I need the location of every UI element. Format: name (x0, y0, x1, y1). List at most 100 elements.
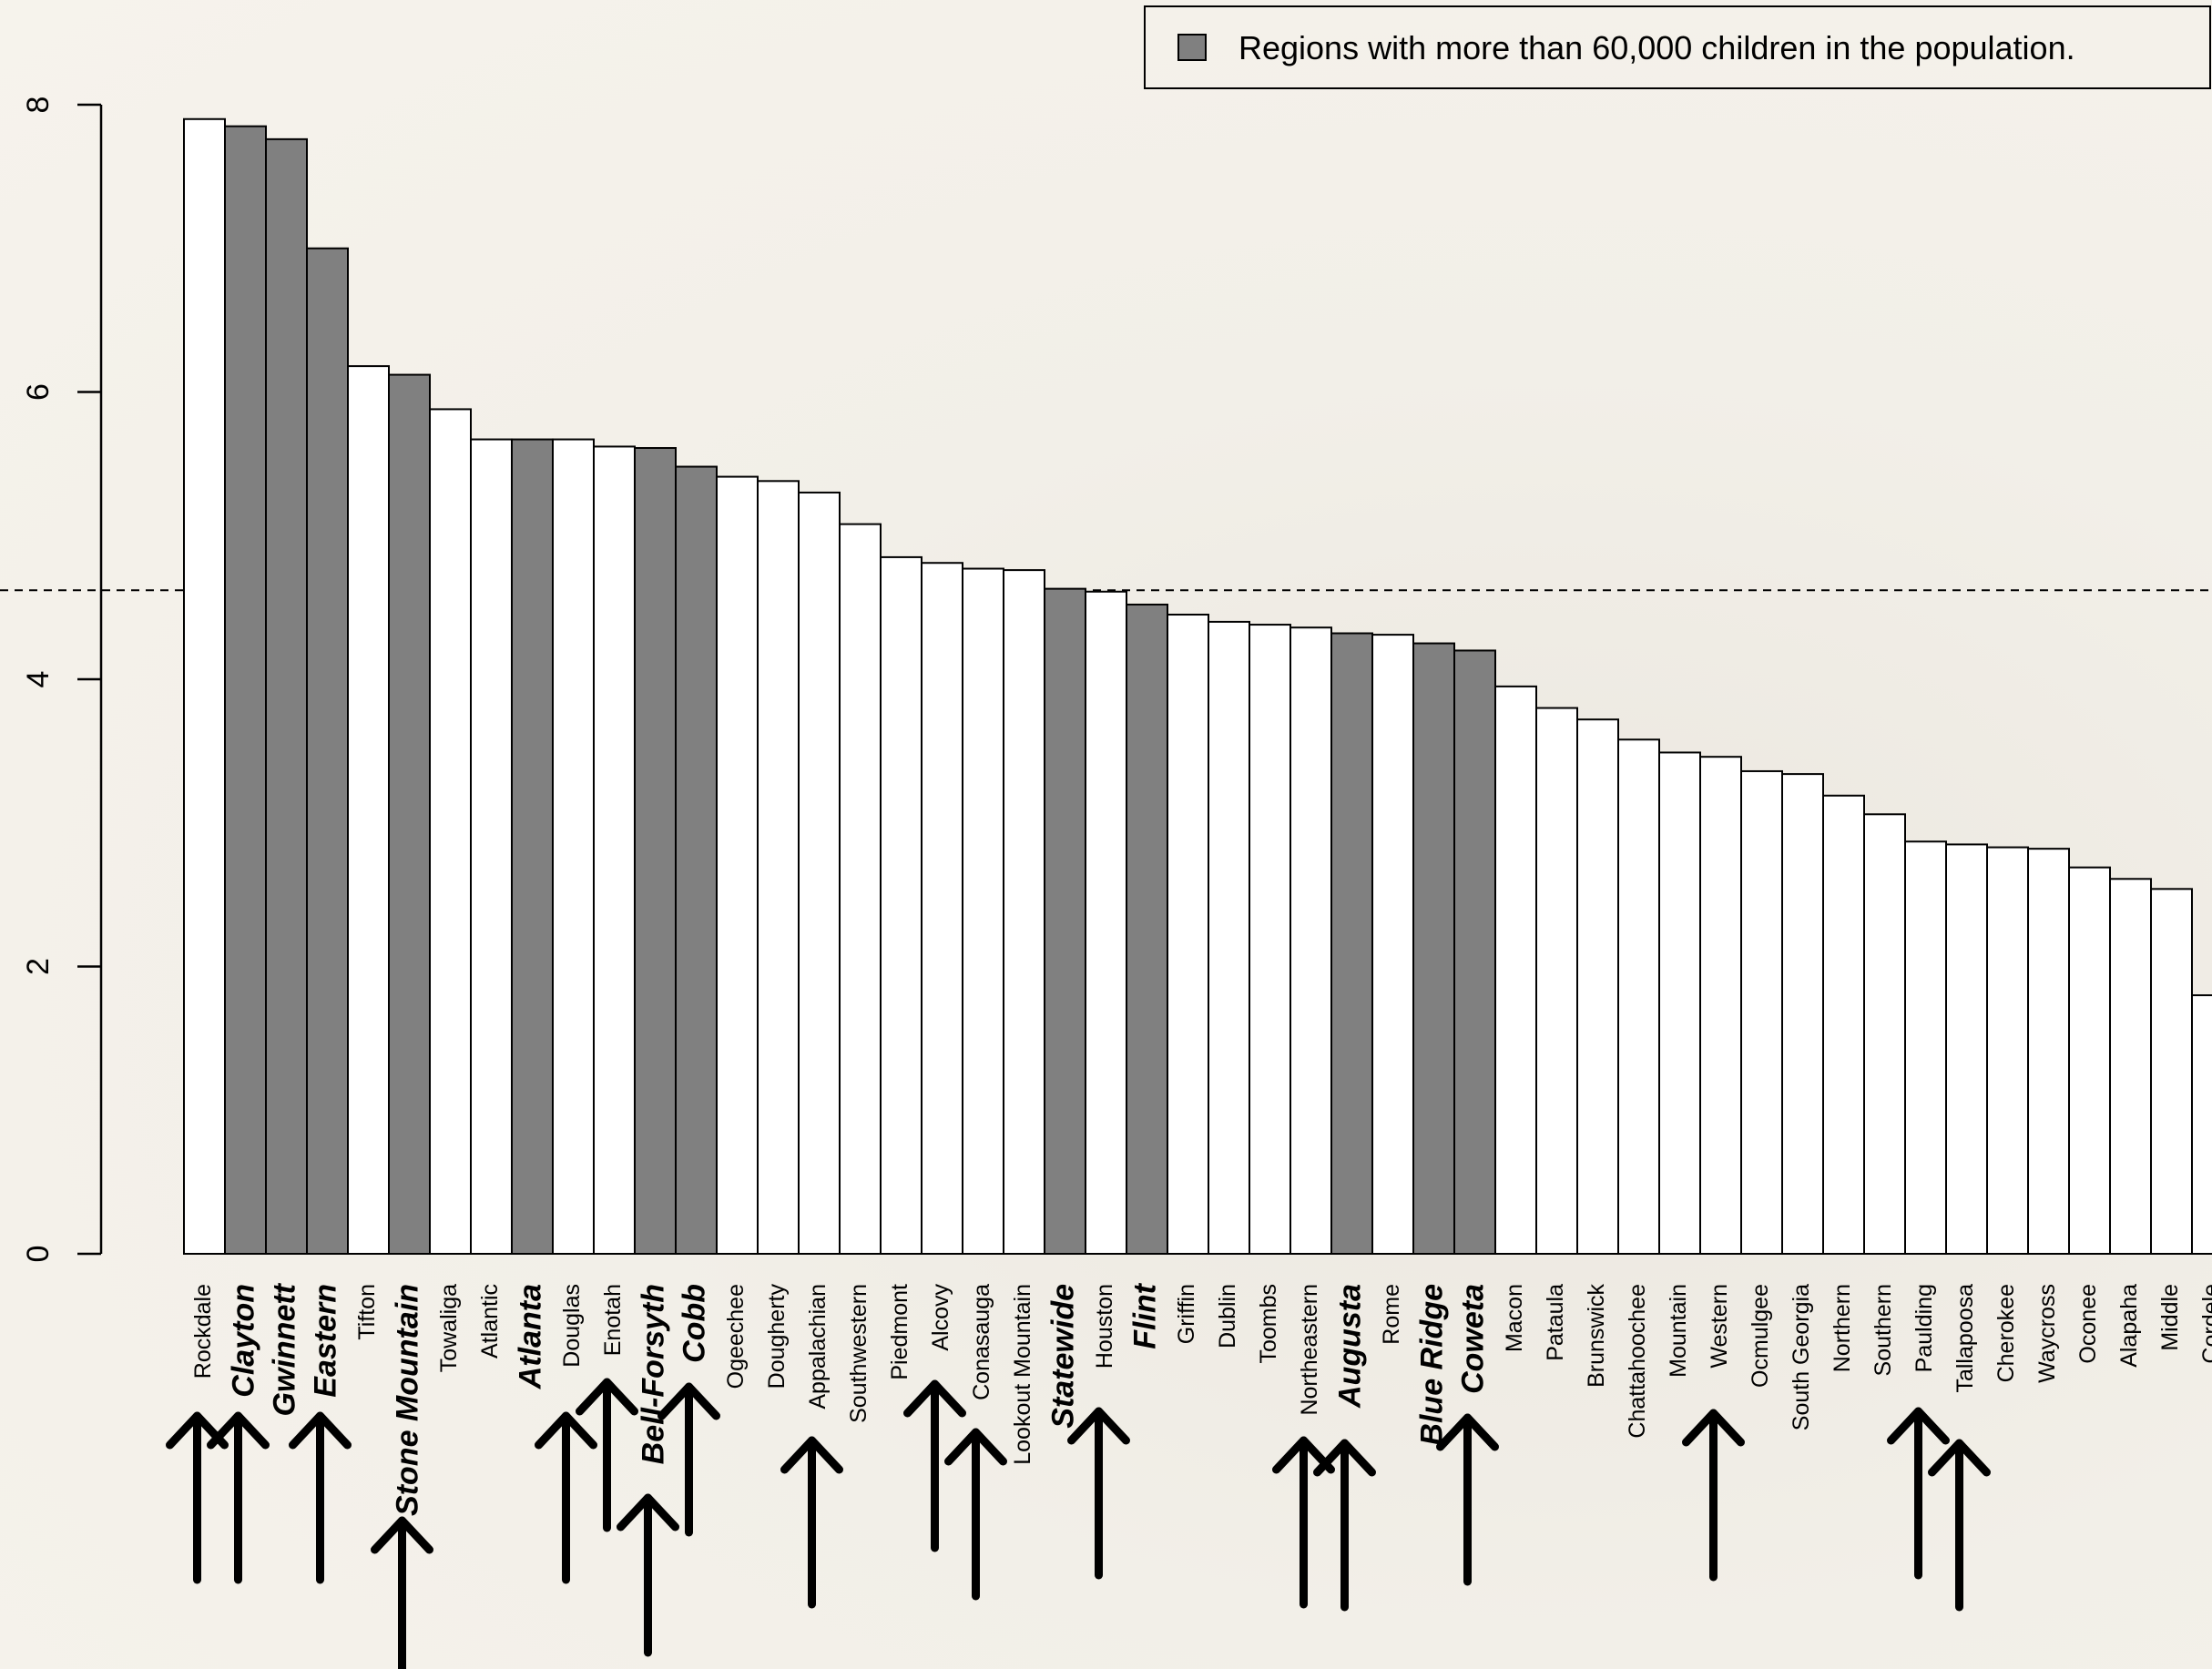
category-label: Dublin (1215, 1284, 1240, 1348)
bar (1044, 587, 1086, 1255)
category-label: Alapaha (2116, 1284, 2142, 1368)
bar (1576, 718, 1619, 1255)
bar (2150, 888, 2193, 1255)
bar (880, 555, 923, 1255)
category-label: Conasauga (969, 1284, 994, 1400)
category-label: Statewide (1045, 1284, 1080, 1429)
legend-swatch (1177, 34, 1207, 61)
category-label: Toombs (1256, 1284, 1281, 1364)
bar (552, 438, 595, 1255)
category-label: Flint (1127, 1282, 1162, 1348)
bar (2068, 866, 2111, 1256)
category-label: Atlanta (513, 1284, 547, 1389)
category-label: Cherokee (1993, 1284, 2019, 1382)
bar (839, 523, 882, 1255)
arrow-annotation (903, 1379, 966, 1552)
bar (265, 137, 308, 1256)
bar (224, 125, 267, 1256)
category-label: Middle (2157, 1284, 2183, 1351)
arrow-annotation (1682, 1409, 1745, 1582)
category-label: Bell-Forsyth (636, 1284, 670, 1464)
category-label: Stone Mountain (390, 1284, 424, 1516)
category-label: Western (1707, 1284, 1732, 1369)
category-label: Augusta (1332, 1284, 1367, 1409)
bar (634, 447, 677, 1255)
bar (921, 562, 963, 1255)
category-label: Gwinnett (267, 1282, 301, 1416)
bar (1617, 738, 1660, 1255)
arrow-annotations (166, 1378, 1991, 1669)
legend-label: Regions with more than 60,000 children i… (1239, 29, 2075, 66)
bar (1781, 773, 1824, 1255)
legend: Regions with more than 60,000 children i… (1144, 5, 2211, 89)
arrow-annotation (944, 1428, 1007, 1601)
bar (388, 373, 431, 1255)
y-tick-label: 2 (21, 958, 56, 975)
category-label: Appalachian (805, 1284, 831, 1409)
category-label: Lookout Mountain (1010, 1284, 1035, 1465)
bar (1945, 843, 1988, 1255)
bar (1249, 624, 1291, 1255)
y-tick-label: 4 (21, 671, 56, 688)
category-label: Tifton (354, 1284, 380, 1340)
arrow-annotation (1887, 1407, 1950, 1580)
bar (2027, 848, 2070, 1256)
arrow-annotation (289, 1411, 352, 1584)
category-label: Rome (1379, 1284, 1404, 1345)
category-label: Coweta (1455, 1284, 1490, 1394)
category-label: Oconee (2075, 1284, 2101, 1364)
bar (429, 408, 472, 1255)
category-labels: Rockdale Clayton Gwinnett Eastern Tifton Ston… (190, 1282, 2212, 1516)
arrow-annotation (1272, 1436, 1335, 1609)
category-label: Piedmont (887, 1284, 912, 1380)
bar (1535, 707, 1578, 1255)
category-label: Waycross (2034, 1284, 2060, 1383)
arrow-annotation (1313, 1439, 1376, 1612)
category-label: Blue Ridge (1414, 1284, 1449, 1446)
category-label: Clayton (226, 1284, 260, 1398)
bar (1330, 632, 1373, 1255)
bar (798, 491, 841, 1255)
arrow-annotation (207, 1411, 270, 1584)
bar (1167, 614, 1209, 1255)
bar (1208, 620, 1250, 1255)
bar (470, 438, 513, 1255)
category-label: Pataula (1543, 1284, 1568, 1361)
category-label: Brunswick (1584, 1284, 1609, 1388)
bar (962, 567, 1004, 1255)
category-label: Cobb (677, 1284, 711, 1363)
category-label: Mountain (1666, 1284, 1691, 1378)
arrow-annotation (657, 1382, 720, 1537)
arrow-annotation (1928, 1439, 1991, 1612)
bars (183, 117, 2212, 1256)
category-label: Macon (1502, 1284, 1527, 1352)
y-tick-label: 0 (21, 1246, 56, 1263)
bar (183, 117, 226, 1255)
y-tick-label: 6 (21, 383, 56, 401)
bar (1494, 685, 1537, 1255)
bar (1658, 751, 1701, 1255)
bar (675, 465, 718, 1255)
category-label: Paulding (1911, 1284, 1937, 1372)
y-tick-label: 8 (21, 97, 56, 114)
category-label: Alcovy (928, 1284, 953, 1351)
category-label: Chattahoochee (1625, 1284, 1650, 1439)
bar (2109, 878, 2152, 1256)
arrow-annotation (780, 1436, 843, 1609)
arrow-annotation (1436, 1413, 1499, 1586)
bar (1904, 840, 1947, 1255)
bar (1986, 846, 2029, 1255)
y-axis: 0 2 4 6 8 (21, 97, 103, 1263)
bar (1822, 794, 1865, 1256)
arrow-annotation (617, 1493, 679, 1657)
arrow-annotation (371, 1516, 433, 1669)
category-label: Northern (1830, 1284, 1855, 1372)
bar (2191, 994, 2212, 1256)
category-label: Southwestern (846, 1284, 872, 1423)
bar (1126, 603, 1168, 1255)
category-label: Tallapoosa (1952, 1284, 1978, 1393)
category-label: Ocmulgee (1748, 1284, 1773, 1388)
bar (593, 445, 636, 1255)
bar (347, 365, 390, 1256)
